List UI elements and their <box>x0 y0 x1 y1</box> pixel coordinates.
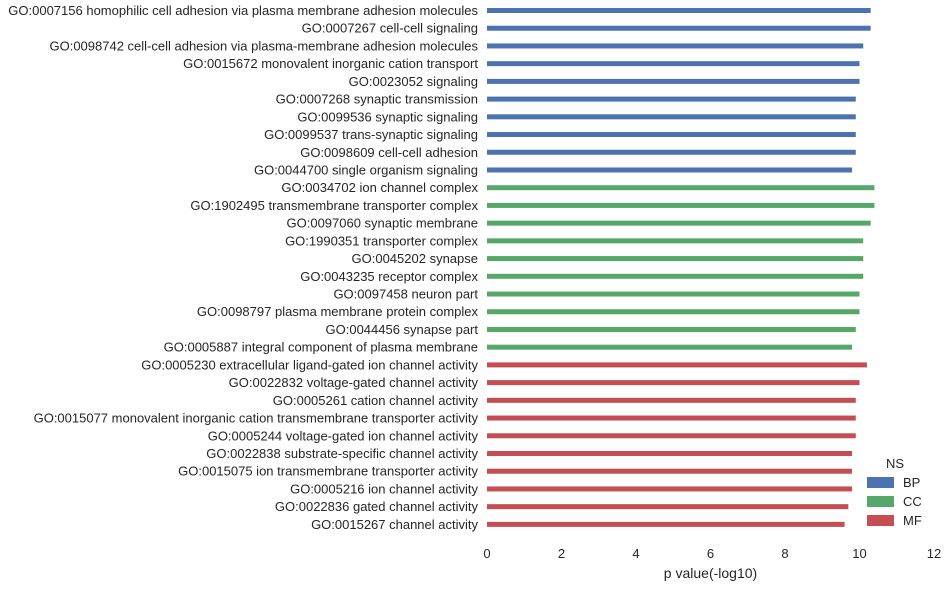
bar-cc <box>487 202 875 208</box>
bar-bp <box>487 96 856 102</box>
bar-mf <box>487 433 856 439</box>
y-tick-label: GO:0043235 receptor complex <box>300 269 478 284</box>
y-tick-label: GO:0034702 ion channel complex <box>281 180 478 195</box>
y-tick-label: GO:0099537 trans-synaptic signaling <box>264 127 478 142</box>
y-tick-label: GO:0015077 monovalent inorganic cation t… <box>34 411 479 426</box>
bar-bp <box>487 8 871 13</box>
y-tick-label: GO:0007156 homophilic cell adhesion via … <box>8 3 478 18</box>
y-tick-label: GO:0015075 ion transmembrane transporter… <box>178 464 478 479</box>
y-tick-label: GO:0015672 monovalent inorganic cation t… <box>183 56 478 71</box>
x-axis-title: p value(-log10) <box>664 565 757 581</box>
y-tick-label: GO:0022832 voltage-gated channel activit… <box>229 375 479 390</box>
y-tick-label: GO:0005230 extracellular ligand-gated io… <box>141 357 478 372</box>
bar-bp <box>487 25 871 31</box>
y-tick-label: GO:0098609 cell-cell adhesion <box>300 145 478 160</box>
bar-bp <box>487 61 860 67</box>
y-tick-label: GO:0007268 synaptic transmission <box>276 92 478 107</box>
bar-cc <box>487 220 871 226</box>
bar-bp <box>487 43 864 49</box>
legend-label-bp: BP <box>903 475 920 490</box>
x-tick-labels: 0 2 4 6 8 10 12 <box>483 546 941 561</box>
y-tick-label: GO:0005887 integral component of plasma … <box>164 340 478 355</box>
bar-bp <box>487 114 856 120</box>
y-tick-label: GO:0005244 voltage-gated ion channel act… <box>208 428 479 443</box>
bar-mf <box>487 521 845 527</box>
bar-mf <box>487 362 867 368</box>
legend-title: NS <box>886 456 904 471</box>
bar-mf <box>487 468 853 474</box>
legend-label-mf: MF <box>903 513 922 528</box>
y-tick-label: GO:0005216 ion channel activity <box>290 481 478 496</box>
bar-mf <box>487 415 856 421</box>
y-tick-labels: GO:0007156 homophilic cell adhesion via … <box>8 3 478 532</box>
bar-cc <box>487 309 860 315</box>
bar-cc <box>487 238 864 244</box>
y-tick-label: GO:0044456 synapse part <box>326 322 479 337</box>
x-tick-label: 2 <box>558 546 565 561</box>
x-tick-label: 12 <box>927 546 941 561</box>
y-tick-label: GO:0098797 plasma membrane protein compl… <box>197 304 479 319</box>
bar-cc <box>487 185 875 191</box>
y-tick-label: GO:0023052 signaling <box>349 74 478 89</box>
bar-mf <box>487 397 856 403</box>
bar-bp <box>487 149 856 155</box>
bar-cc <box>487 256 864 262</box>
bar-bp <box>487 132 856 138</box>
y-tick-label: GO:1902495 transmembrane transporter com… <box>190 198 478 213</box>
legend: NS BP CC MF <box>867 456 922 528</box>
bar-mf <box>487 504 849 510</box>
y-tick-label: GO:0045202 synapse <box>352 251 478 266</box>
bar-mf <box>487 486 853 492</box>
legend-swatch-bp <box>867 477 894 488</box>
bar-mf <box>487 451 853 456</box>
bar-cc <box>487 291 860 297</box>
legend-swatch-mf <box>867 515 894 526</box>
x-tick-label: 4 <box>632 546 639 561</box>
y-tick-label: GO:0005261 cation channel activity <box>273 393 479 408</box>
legend-label-cc: CC <box>903 494 922 509</box>
y-tick-label: GO:0099536 synaptic signaling <box>297 109 478 124</box>
bars-layer <box>487 8 875 527</box>
y-tick-label: GO:0022838 substrate-specific channel ac… <box>206 446 478 461</box>
legend-items: BP CC MF <box>867 475 922 528</box>
x-tick-label: 8 <box>781 546 788 561</box>
bar-bp <box>487 78 860 84</box>
y-tick-label: GO:0015267 channel activity <box>311 517 478 532</box>
bar-cc <box>487 344 853 350</box>
x-tick-label: 6 <box>707 546 714 561</box>
x-tick-label: 10 <box>852 546 866 561</box>
y-tick-label: GO:1990351 transporter complex <box>285 233 478 248</box>
y-tick-label: GO:0007267 cell-cell signaling <box>302 21 478 36</box>
bar-cc <box>487 326 856 332</box>
y-tick-label: GO:0097458 neuron part <box>333 287 478 302</box>
y-tick-label: GO:0097060 synaptic membrane <box>287 216 479 231</box>
bar-mf <box>487 380 860 386</box>
bar-cc <box>487 273 864 279</box>
bar-bp <box>487 167 853 173</box>
y-tick-label: GO:0022836 gated channel activity <box>275 499 479 514</box>
legend-swatch-cc <box>867 496 894 507</box>
y-tick-label: GO:0044700 single organism signaling <box>254 162 478 177</box>
y-tick-label: GO:0098742 cell-cell adhesion via plasma… <box>49 38 478 53</box>
x-tick-label: 0 <box>483 546 490 561</box>
